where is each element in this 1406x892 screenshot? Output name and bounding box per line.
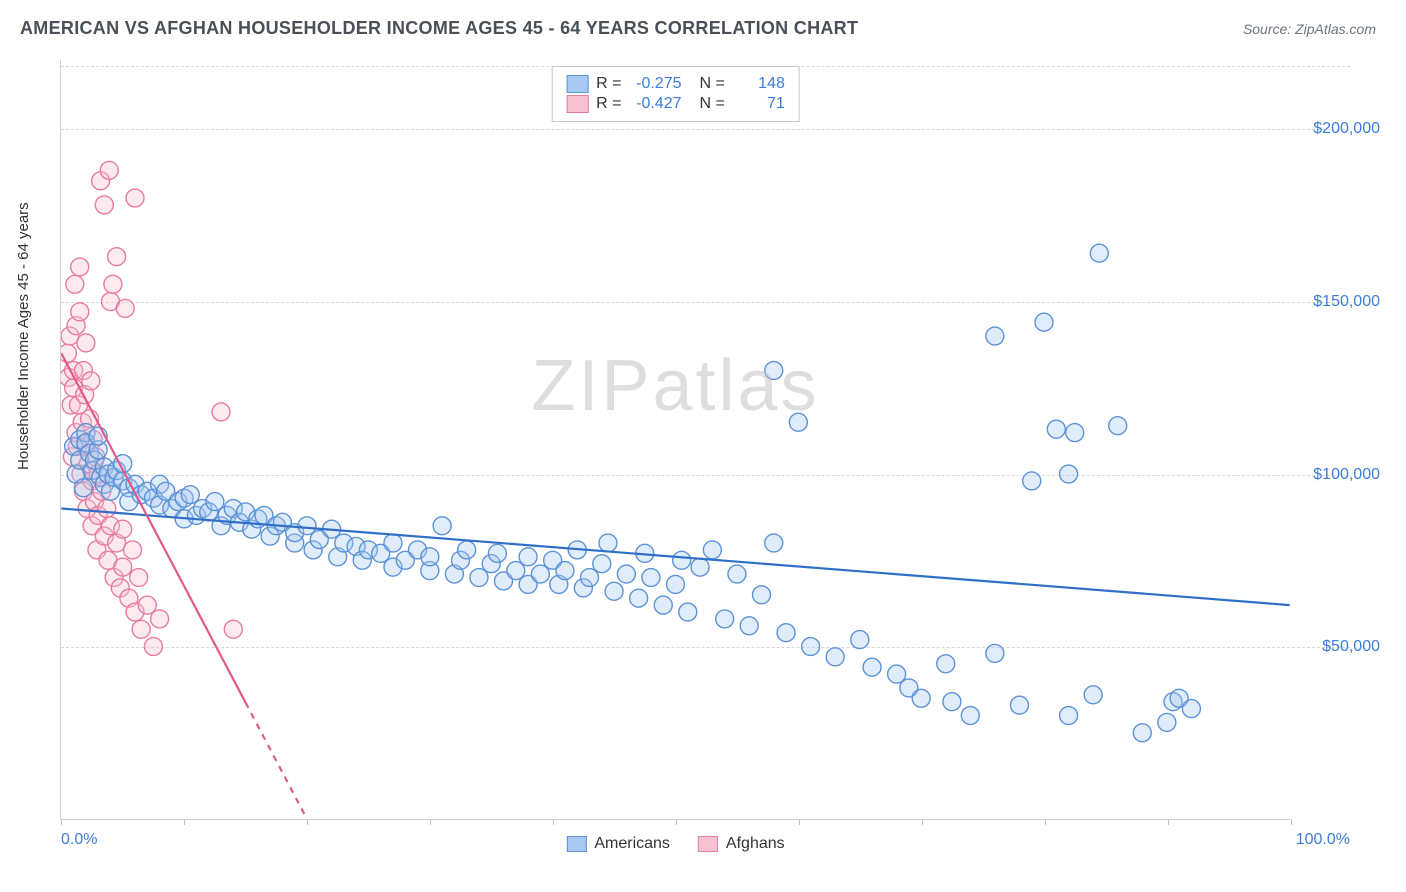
legend-swatch-pink <box>566 95 588 113</box>
y-tick-label: $150,000 <box>1313 293 1380 311</box>
chart-container: Householder Income Ages 45 - 64 years ZI… <box>20 50 1386 870</box>
legend-swatch-pink <box>698 836 718 852</box>
r-value-afghans: -0.427 <box>630 95 682 113</box>
y-tick-label: $50,000 <box>1322 638 1380 656</box>
x-tick <box>553 819 554 825</box>
n-label: N = <box>700 95 725 113</box>
r-value-americans: -0.275 <box>630 75 682 93</box>
scatter-svg <box>61 60 1290 819</box>
legend-item-americans: Americans <box>566 835 670 853</box>
n-value-americans: 148 <box>733 75 785 93</box>
plot-area: ZIPatlas R = -0.275 N = 148 R = -0.427 N… <box>60 60 1290 820</box>
n-label: N = <box>700 75 725 93</box>
x-axis-min: 0.0% <box>61 831 97 849</box>
legend-swatch-blue <box>566 75 588 93</box>
x-tick <box>922 819 923 825</box>
n-value-afghans: 71 <box>733 95 785 113</box>
x-tick <box>184 819 185 825</box>
x-tick <box>1045 819 1046 825</box>
legend-row-americans: R = -0.275 N = 148 <box>566 75 785 93</box>
y-tick-label: $100,000 <box>1313 466 1380 484</box>
x-tick <box>1291 819 1292 825</box>
y-tick-label: $200,000 <box>1313 120 1380 138</box>
x-tick <box>61 819 62 825</box>
legend-item-afghans: Afghans <box>698 835 785 853</box>
correlation-legend: R = -0.275 N = 148 R = -0.427 N = 71 <box>551 66 800 122</box>
chart-title: AMERICAN VS AFGHAN HOUSEHOLDER INCOME AG… <box>20 18 858 39</box>
x-tick <box>307 819 308 825</box>
legend-label-afghans: Afghans <box>726 835 785 853</box>
r-label: R = <box>596 75 621 93</box>
legend-label-americans: Americans <box>594 835 670 853</box>
legend-row-afghans: R = -0.427 N = 71 <box>566 95 785 113</box>
legend-swatch-blue <box>566 836 586 852</box>
y-axis-label: Householder Income Ages 45 - 64 years <box>15 202 32 470</box>
x-tick <box>1168 819 1169 825</box>
x-axis-max: 100.0% <box>1296 831 1350 849</box>
r-label: R = <box>596 95 621 113</box>
series-legend: Americans Afghans <box>566 835 784 853</box>
x-tick <box>676 819 677 825</box>
x-tick <box>799 819 800 825</box>
source-attribution: Source: ZipAtlas.com <box>1243 21 1376 37</box>
x-tick <box>430 819 431 825</box>
